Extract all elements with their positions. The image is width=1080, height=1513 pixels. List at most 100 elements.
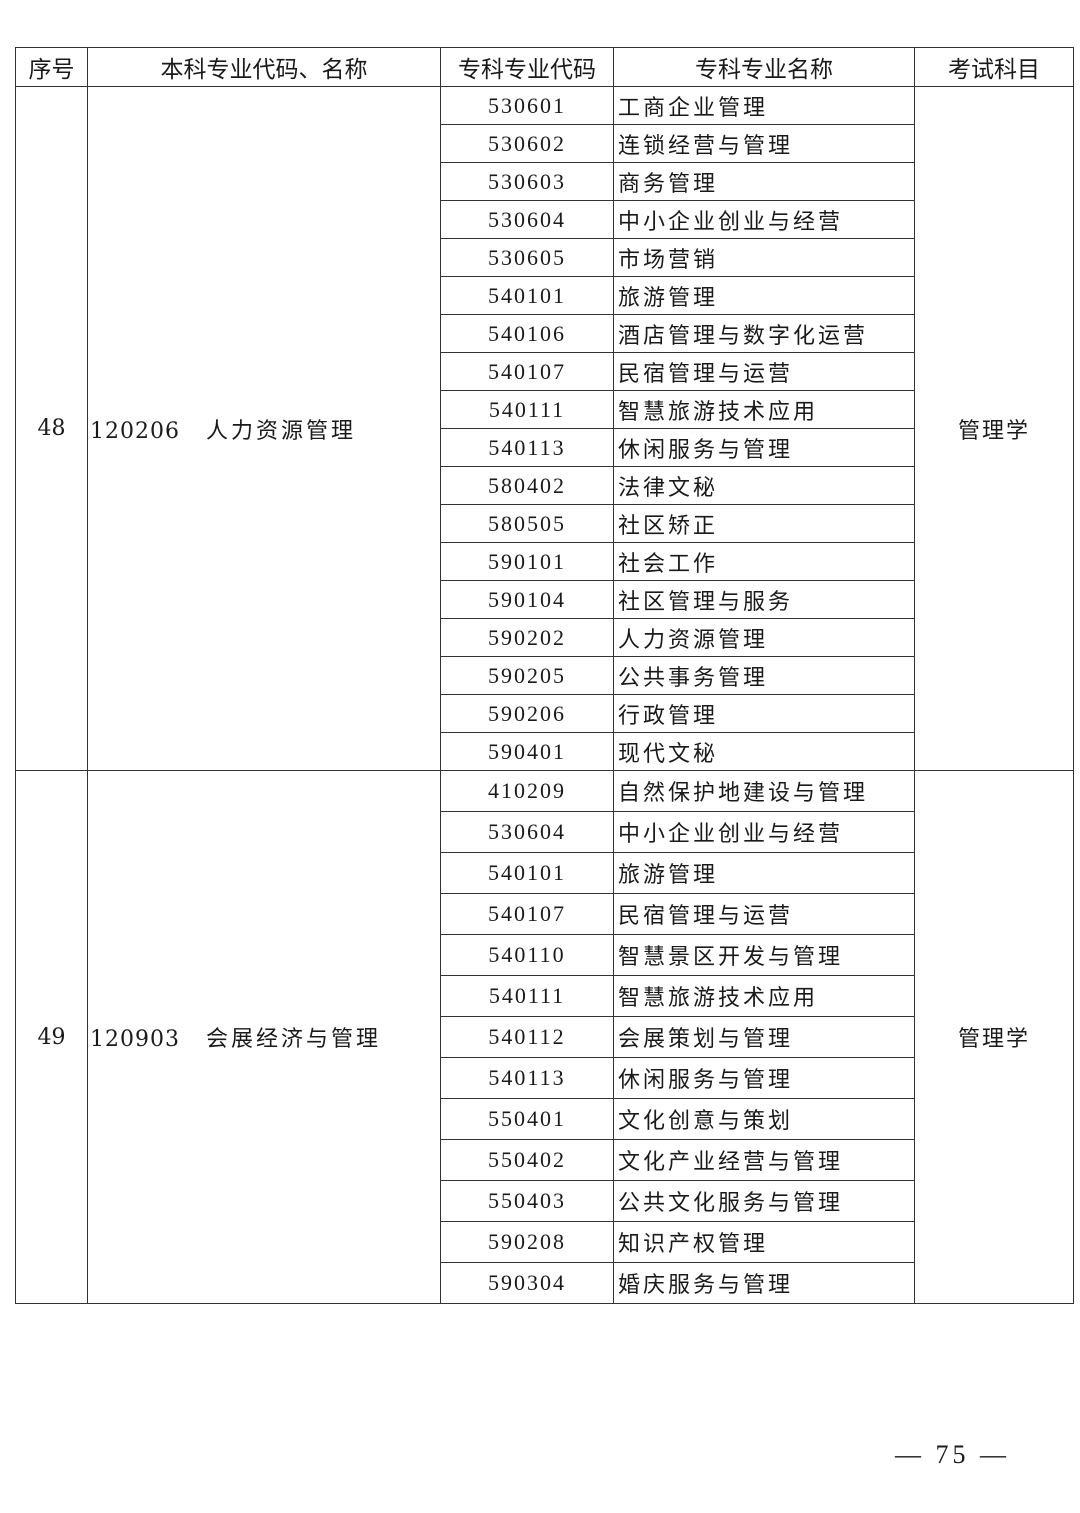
college-name: 智慧旅游技术应用: [613, 975, 915, 1017]
college-code: 550401: [440, 1098, 614, 1140]
college-code: 590202: [440, 618, 614, 657]
college-name: 文化创意与策划: [613, 1098, 915, 1140]
table-row: 590101 社会工作: [16, 542, 1074, 581]
table-row: 540112 会展策划与管理: [16, 1016, 1074, 1058]
college-code: 550402: [440, 1139, 614, 1181]
exam-subject: 管理学: [914, 770, 1074, 1304]
college-name: 休闲服务与管理: [613, 1057, 915, 1099]
table-header-row: 序号 本科专业代码、名称 专科专业代码 专科专业名称 考试科目: [15, 47, 1074, 87]
college-code: 530605: [440, 238, 614, 277]
undergrad-major: 120903 会展经济与管理: [87, 770, 441, 1304]
table-row: 540110 智慧景区开发与管理: [16, 934, 1074, 976]
college-code: 590104: [440, 580, 614, 619]
table-row: 48 120206 人力资源管理 530601 工商企业管理 管理学: [15, 86, 1074, 771]
college-code: 590401: [440, 732, 614, 771]
college-code: 540111: [440, 390, 614, 429]
college-code: 590101: [440, 542, 614, 581]
college-name: 会展策划与管理: [613, 1016, 915, 1058]
table-row: 540113 休闲服务与管理: [16, 428, 1074, 467]
table-row: 540101 旅游管理: [16, 276, 1074, 315]
header-index: 序号: [15, 47, 88, 87]
college-name: 中小企业创业与经营: [613, 200, 915, 239]
undergrad-code: 120903: [90, 1027, 180, 1052]
college-name: 法律文秘: [613, 466, 915, 505]
college-name: 民宿管理与运营: [613, 893, 915, 935]
header-college-code: 专科专业代码: [440, 47, 614, 87]
college-code: 530604: [440, 811, 614, 853]
college-code: 530602: [440, 124, 614, 163]
college-name: 社区矫正: [613, 504, 915, 543]
college-name: 自然保护地建设与管理: [613, 770, 915, 812]
college-name: 连锁经营与管理: [613, 124, 915, 163]
college-code: 540113: [440, 428, 614, 467]
college-name: 智慧旅游技术应用: [613, 390, 915, 429]
header-undergrad-major: 本科专业代码、名称: [87, 47, 441, 87]
college-name: 民宿管理与运营: [613, 352, 915, 391]
table-row: 540107 民宿管理与运营: [16, 352, 1074, 391]
college-name: 酒店管理与数字化运营: [613, 314, 915, 353]
college-code: 540107: [440, 893, 614, 935]
college-name: 社区管理与服务: [613, 580, 915, 619]
table-row: 530604 中小企业创业与经营: [16, 200, 1074, 239]
college-code: 410209: [440, 770, 614, 812]
table-row: 540106 酒店管理与数字化运营: [16, 314, 1074, 353]
college-code: 590208: [440, 1221, 614, 1263]
table-row: 540113 休闲服务与管理: [16, 1057, 1074, 1099]
college-name: 婚庆服务与管理: [613, 1262, 915, 1304]
college-code: 530603: [440, 162, 614, 201]
college-name: 旅游管理: [613, 276, 915, 315]
undergrad-name: 人力资源管理: [205, 418, 356, 444]
undergrad-major: 120206 人力资源管理: [87, 86, 441, 771]
college-name: 行政管理: [613, 694, 915, 733]
college-name: 文化产业经营与管理: [613, 1139, 915, 1181]
table-row: 550402 文化产业经营与管理: [16, 1139, 1074, 1181]
table-row: 590202 人力资源管理: [16, 618, 1074, 657]
table-row: 540111 智慧旅游技术应用: [16, 390, 1074, 429]
row-index: 49: [15, 770, 88, 1304]
college-code: 540101: [440, 276, 614, 315]
college-code: 580402: [440, 466, 614, 505]
college-name: 人力资源管理: [613, 618, 915, 657]
college-name: 智慧景区开发与管理: [613, 934, 915, 976]
college-code: 540112: [440, 1016, 614, 1058]
college-name: 公共文化服务与管理: [613, 1180, 915, 1222]
college-name: 工商企业管理: [613, 86, 915, 125]
table-row: 590304 婚庆服务与管理: [16, 1262, 1074, 1304]
exam-subject: 管理学: [914, 86, 1074, 771]
row-index: 48: [15, 86, 88, 771]
header-college-name: 专科专业名称: [613, 47, 915, 87]
college-name: 市场营销: [613, 238, 915, 277]
college-name: 商务管理: [613, 162, 915, 201]
college-name: 中小企业创业与经营: [613, 811, 915, 853]
undergrad-code: 120206: [90, 418, 180, 444]
table-row: 590401 现代文秘: [16, 732, 1074, 771]
table-row: 590104 社区管理与服务: [16, 580, 1074, 619]
table-row: 580402 法律文秘: [16, 466, 1074, 505]
college-code: 540101: [440, 852, 614, 894]
college-name: 旅游管理: [613, 852, 915, 894]
header-exam-subject: 考试科目: [914, 47, 1074, 87]
college-code: 540107: [440, 352, 614, 391]
table-row: 590206 行政管理: [16, 694, 1074, 733]
page-number: — 75 —: [895, 1440, 1010, 1469]
college-code: 550403: [440, 1180, 614, 1222]
college-name: 公共事务管理: [613, 656, 915, 695]
college-name: 现代文秘: [613, 732, 915, 771]
table-row: 540111 智慧旅游技术应用: [16, 975, 1074, 1017]
college-code: 530601: [440, 86, 614, 125]
college-code: 540111: [440, 975, 614, 1017]
college-code: 590205: [440, 656, 614, 695]
college-code: 590304: [440, 1262, 614, 1304]
table-row: 580505 社区矫正: [16, 504, 1074, 543]
college-name: 知识产权管理: [613, 1221, 915, 1263]
table-row: 590208 知识产权管理: [16, 1221, 1074, 1263]
college-code: 540113: [440, 1057, 614, 1099]
table-row: 530604 中小企业创业与经营: [16, 811, 1074, 853]
table-row: 550403 公共文化服务与管理: [16, 1180, 1074, 1222]
college-code: 590206: [440, 694, 614, 733]
college-name: 社会工作: [613, 542, 915, 581]
college-code: 530604: [440, 200, 614, 239]
college-name: 休闲服务与管理: [613, 428, 915, 467]
undergrad-name: 会展经济与管理: [205, 1027, 381, 1052]
major-mapping-table: 序号 本科专业代码、名称 专科专业代码 专科专业名称 考试科目 48 120206…: [15, 47, 1074, 1304]
